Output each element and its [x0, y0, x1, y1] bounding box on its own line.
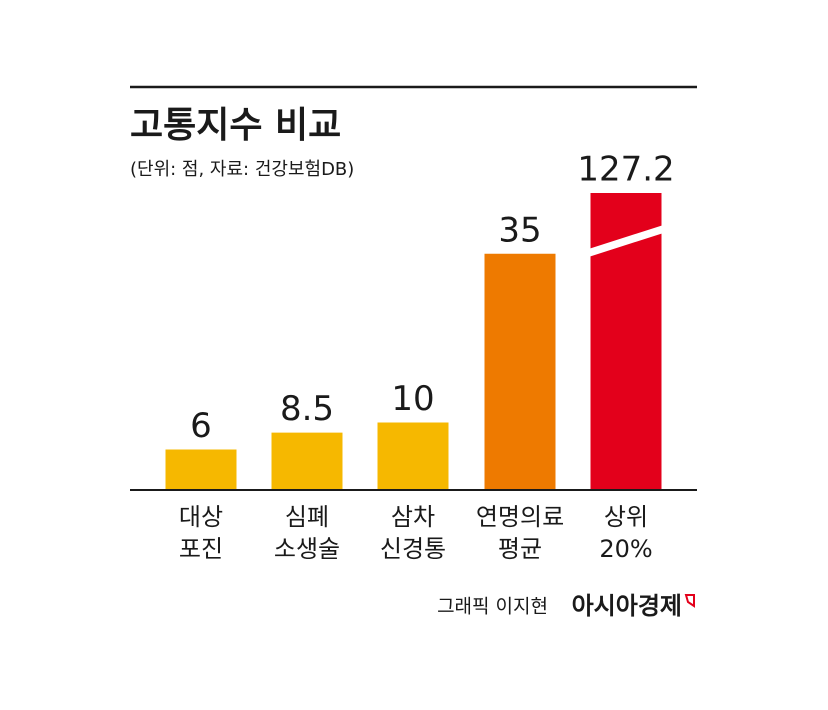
brand: 아시아경제: [572, 592, 682, 620]
x-tick-label: 소생술: [274, 535, 340, 563]
x-tick-label: 연명의료: [476, 503, 564, 531]
x-tick-label: 신경통: [380, 535, 446, 563]
value-label: 6: [190, 406, 212, 446]
x-tick-label: 심폐: [285, 503, 329, 531]
plot-area: [165, 193, 664, 490]
value-label: 35: [498, 210, 541, 250]
x-tick-label: 포진: [179, 535, 223, 563]
axis-break: [588, 225, 664, 257]
bar: [165, 449, 237, 490]
bar: [271, 432, 343, 490]
bar: [484, 253, 556, 490]
x-tick-label: 평균: [498, 535, 542, 563]
value-label: 127.2: [577, 150, 674, 190]
x-tick-label: 20%: [599, 535, 652, 563]
chart-subtitle: (단위: 점, 자료: 건강보험DB): [130, 159, 354, 180]
brand-icon: [684, 594, 695, 608]
bar: [377, 422, 449, 490]
x-tick-label: 삼차: [391, 503, 435, 531]
value-label: 8.5: [280, 389, 334, 429]
x-tick-label: 대상: [179, 503, 223, 531]
x-tick-label: 상위: [604, 503, 648, 531]
value-label: 10: [391, 379, 434, 419]
chart-title: 고통지수 비교: [130, 105, 341, 146]
credit: 그래픽 이지현: [437, 596, 548, 618]
